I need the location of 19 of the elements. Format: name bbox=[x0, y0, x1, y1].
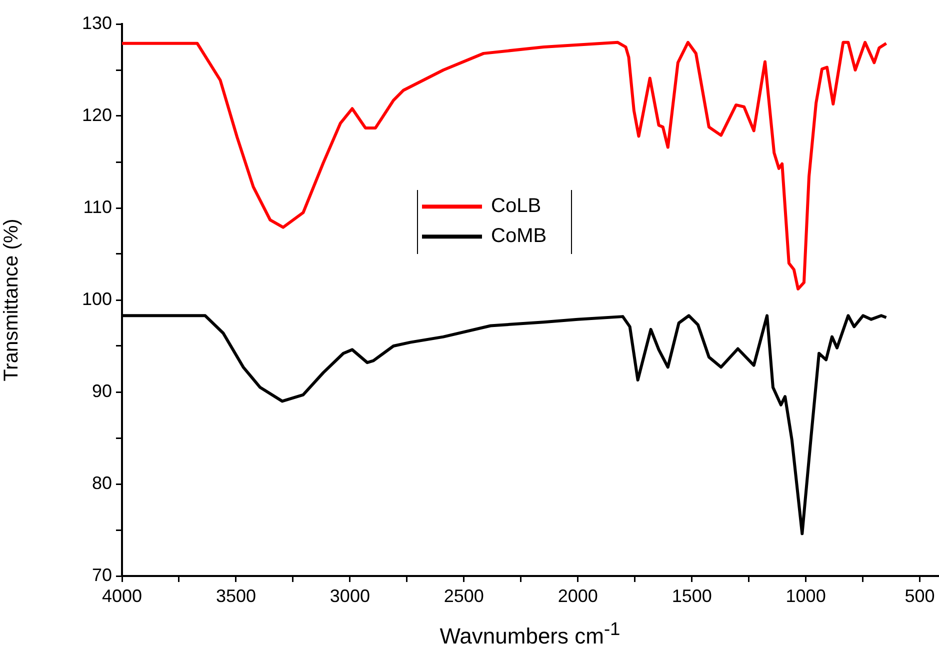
x-tick-label: 1000 bbox=[786, 586, 826, 606]
y-tick-label: 100 bbox=[82, 288, 112, 309]
y-axis-title: Transmittance (%) bbox=[0, 218, 23, 382]
x-tick-label: 2000 bbox=[558, 586, 598, 606]
y-tick-label: 110 bbox=[83, 196, 112, 217]
x-axis-title: Wavnumbers cm$^{-1}$ bbox=[438, 618, 622, 650]
x-tick-label: 1500 bbox=[672, 586, 712, 606]
legend-label: CoMB bbox=[491, 225, 547, 248]
y-tick-label: 70 bbox=[92, 564, 112, 585]
y-tick-label: 120 bbox=[82, 104, 112, 125]
y-tick-label: 90 bbox=[92, 380, 112, 401]
y-tick-label: 130 bbox=[82, 12, 112, 33]
x-tick-label: 2500 bbox=[444, 586, 484, 606]
legend-label: CoLB bbox=[491, 195, 542, 218]
y-tick-label: 80 bbox=[92, 472, 112, 493]
x-tick-label: 500 bbox=[904, 586, 935, 606]
x-tick-label: 3500 bbox=[216, 586, 256, 606]
x-tick-label: 3000 bbox=[330, 586, 370, 606]
x-tick-label: 4000 bbox=[102, 586, 142, 606]
